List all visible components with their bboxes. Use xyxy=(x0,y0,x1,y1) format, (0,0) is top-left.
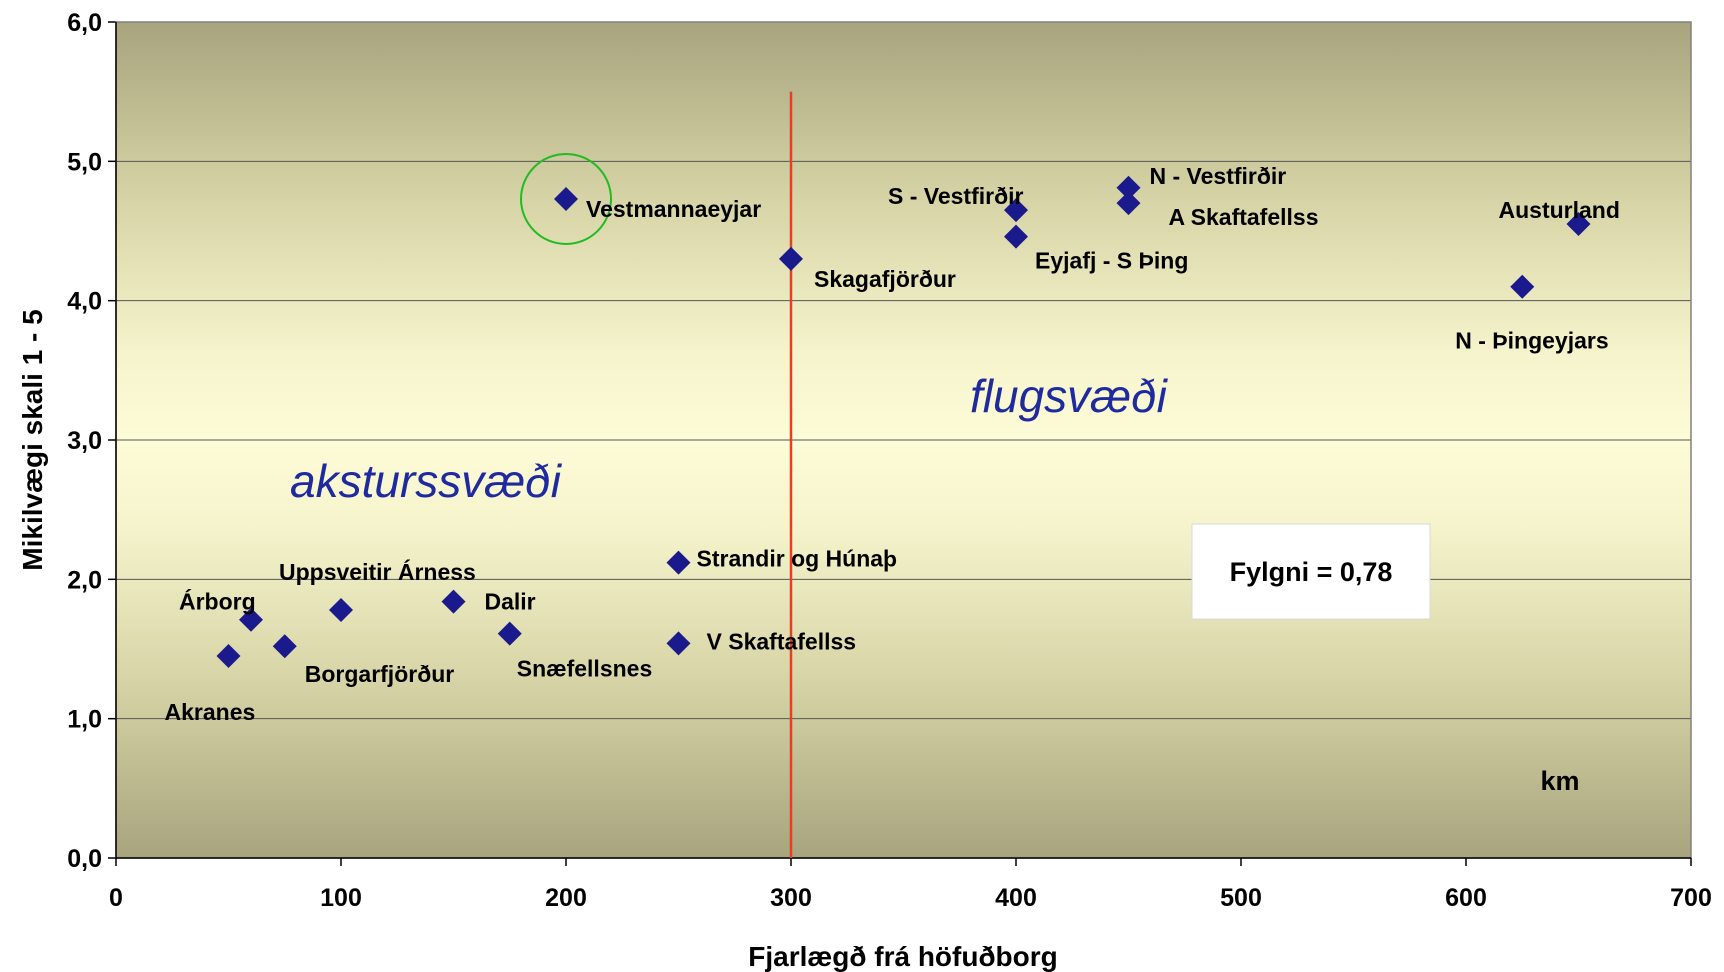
data-point xyxy=(1116,191,1141,216)
y-tick-label: 1,0 xyxy=(67,706,102,734)
data-point xyxy=(666,631,691,656)
point-label: N - Vestfirðir xyxy=(1150,163,1287,189)
point-label: Eyjafj - S Þing xyxy=(1035,248,1188,274)
data-points xyxy=(216,175,1591,668)
point-label: Snæfellsnes xyxy=(517,656,653,682)
point-label: S - Vestfirðir xyxy=(888,183,1024,209)
x-tick-label: 200 xyxy=(545,884,587,912)
y-tick-labels: 0,0 1,0 2,0 3,0 4,0 5,0 6,0 xyxy=(67,9,102,873)
point-label: Borgarfjörður xyxy=(305,661,455,687)
point-label: Skagafjörður xyxy=(814,266,956,292)
point-label: Austurland xyxy=(1499,197,1620,223)
data-point xyxy=(216,643,241,668)
data-point xyxy=(329,597,353,622)
x-tick-label: 100 xyxy=(320,884,362,912)
y-tick-label: 5,0 xyxy=(67,148,102,176)
data-point xyxy=(666,550,691,575)
unit-label: km xyxy=(1540,766,1579,796)
data-point xyxy=(1116,175,1141,200)
point-label: N - Þingeyjars xyxy=(1455,328,1608,354)
y-tick-label: 3,0 xyxy=(67,427,102,455)
x-tick-label: 400 xyxy=(995,884,1037,912)
zone-label-flight: flugsvæði xyxy=(970,370,1169,422)
axes xyxy=(115,22,1692,866)
x-tick-label: 600 xyxy=(1445,884,1487,912)
x-axis-title: Fjarlægð frá höfuðborg xyxy=(748,941,1058,972)
data-point xyxy=(779,246,803,271)
y-tick-label: 2,0 xyxy=(67,566,102,594)
x-tick-label: 300 xyxy=(770,884,812,912)
correlation-box xyxy=(1191,523,1431,620)
data-point xyxy=(239,607,263,632)
point-label: Dalir xyxy=(485,589,536,615)
x-tick-label: 700 xyxy=(1670,884,1712,912)
y-tick-label: 6,0 xyxy=(67,9,102,37)
data-point xyxy=(1510,274,1535,299)
data-point xyxy=(441,589,466,614)
data-point xyxy=(272,634,297,659)
data-point xyxy=(1566,212,1591,237)
y-tick-label: 0,0 xyxy=(67,845,102,873)
data-point xyxy=(497,621,522,646)
data-point xyxy=(1004,224,1028,249)
point-label: V Skaftafellss xyxy=(707,628,857,654)
zone-label-driving: aksturssvæði xyxy=(290,455,563,507)
x-tick-labels: 0 100 200 300 400 500 600 700 xyxy=(109,884,1712,912)
highlight-circle xyxy=(520,152,612,245)
data-point xyxy=(1004,198,1028,223)
point-label: Uppsveitir Árness xyxy=(279,558,476,585)
point-labels: Akranes Árborg Borgarfjörður Uppsveitir Árn… xyxy=(165,163,1620,725)
point-label: Strandir og Húnaþ xyxy=(697,546,898,572)
point-label: A Skaftafellss xyxy=(1169,204,1319,230)
y-tick-label: 4,0 xyxy=(67,288,102,316)
y-axis-title: Mikilvægi skali 1 - 5 xyxy=(17,309,48,570)
point-label: Akranes xyxy=(165,699,256,725)
data-point xyxy=(554,186,578,211)
point-label: Vestmannaeyjar xyxy=(586,196,761,222)
correlation-label: Fylgni = 0,78 xyxy=(1230,557,1393,587)
point-label: Árborg xyxy=(179,588,256,615)
x-tick-label: 500 xyxy=(1220,884,1262,912)
x-tick-label: 0 xyxy=(109,884,123,912)
